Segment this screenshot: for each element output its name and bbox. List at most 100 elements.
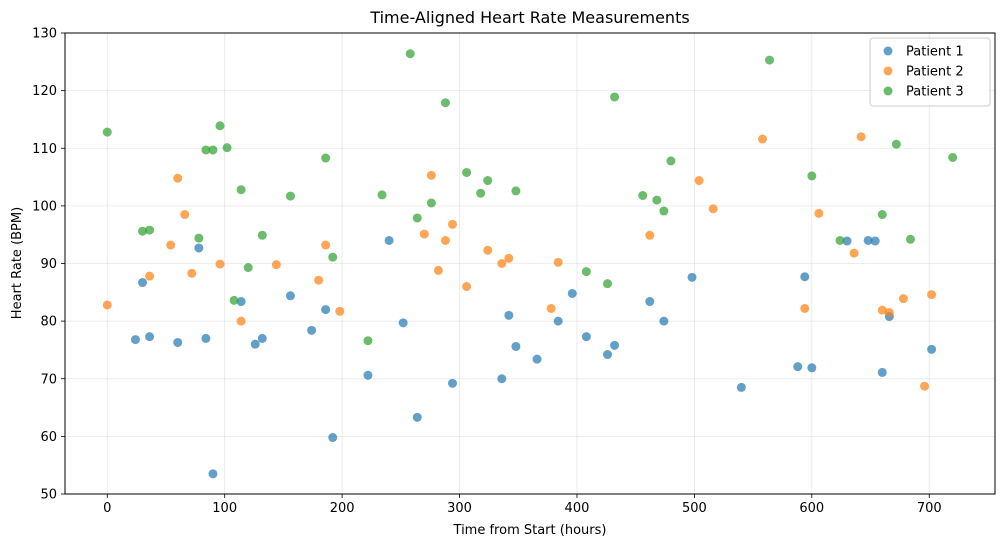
data-point bbox=[891, 139, 901, 149]
legend-label: Patient 3 bbox=[906, 85, 964, 100]
data-point bbox=[250, 339, 260, 349]
data-point bbox=[448, 378, 457, 388]
data-point bbox=[236, 316, 246, 326]
x-axis-label: Time from Start (hours) bbox=[453, 523, 607, 538]
data-point bbox=[483, 245, 493, 255]
data-point bbox=[793, 362, 803, 372]
y-tick-label: 60 bbox=[40, 430, 57, 445]
x-tick-label: 400 bbox=[565, 501, 590, 516]
data-point bbox=[229, 295, 239, 305]
data-point bbox=[870, 236, 880, 246]
data-point bbox=[758, 134, 767, 144]
data-point bbox=[363, 370, 373, 380]
x-tick-label: 700 bbox=[917, 501, 942, 516]
data-point bbox=[567, 288, 577, 298]
data-point bbox=[173, 173, 183, 183]
data-point bbox=[814, 208, 824, 218]
data-point bbox=[102, 300, 112, 310]
data-point bbox=[905, 234, 915, 244]
data-point bbox=[321, 153, 331, 163]
data-point bbox=[173, 337, 183, 347]
series-2 bbox=[102, 132, 937, 391]
x-tick-label: 100 bbox=[212, 501, 237, 516]
data-point bbox=[652, 195, 662, 205]
data-point bbox=[222, 143, 232, 153]
data-point bbox=[553, 316, 563, 326]
data-point bbox=[659, 316, 669, 326]
data-point bbox=[927, 290, 937, 300]
data-point bbox=[877, 367, 887, 377]
data-point bbox=[659, 206, 669, 216]
data-point bbox=[462, 282, 472, 292]
y-tick-label: 130 bbox=[32, 27, 57, 42]
y-tick-label: 70 bbox=[40, 372, 57, 387]
data-point bbox=[328, 433, 338, 443]
legend-marker bbox=[883, 86, 893, 96]
data-point bbox=[610, 340, 620, 350]
legend-marker bbox=[883, 66, 893, 76]
series-3 bbox=[102, 49, 958, 346]
data-point bbox=[271, 260, 281, 270]
x-tick-label: 500 bbox=[682, 501, 707, 516]
data-point bbox=[194, 233, 204, 243]
y-tick-label: 120 bbox=[32, 84, 57, 99]
data-point bbox=[645, 297, 655, 307]
data-point bbox=[102, 127, 112, 137]
data-point bbox=[927, 344, 937, 354]
data-point bbox=[546, 303, 556, 313]
data-point bbox=[257, 230, 267, 240]
data-point bbox=[877, 210, 887, 220]
data-point bbox=[694, 176, 704, 186]
data-point bbox=[405, 49, 415, 59]
data-point bbox=[215, 121, 225, 131]
legend-marker bbox=[883, 46, 893, 56]
data-point bbox=[532, 354, 542, 364]
data-point bbox=[807, 363, 817, 373]
data-point bbox=[138, 226, 147, 236]
data-point bbox=[856, 132, 866, 142]
data-point bbox=[898, 294, 908, 304]
data-point bbox=[497, 374, 507, 384]
data-point bbox=[708, 204, 718, 214]
data-point bbox=[842, 236, 852, 246]
data-point bbox=[236, 297, 246, 307]
legend-box bbox=[869, 37, 991, 107]
data-point bbox=[377, 190, 387, 200]
data-points bbox=[102, 49, 958, 479]
data-point bbox=[849, 248, 859, 258]
legend: Patient 1 Patient 2 Patient 3 bbox=[869, 37, 991, 107]
x-tick-label: 600 bbox=[799, 501, 824, 516]
data-point bbox=[321, 240, 331, 250]
data-point bbox=[800, 272, 810, 282]
data-point bbox=[208, 469, 218, 479]
data-point bbox=[948, 152, 958, 162]
data-point bbox=[476, 188, 486, 198]
data-point bbox=[398, 318, 408, 328]
data-point bbox=[243, 263, 253, 273]
data-point bbox=[807, 171, 817, 181]
x-axis-ticks: 0 100 200 300 400 500 600 700 bbox=[103, 494, 942, 516]
data-point bbox=[426, 170, 436, 180]
data-point bbox=[130, 335, 140, 345]
data-point bbox=[419, 229, 429, 239]
data-point bbox=[800, 303, 810, 313]
y-tick-label: 110 bbox=[32, 142, 57, 157]
data-point bbox=[666, 156, 676, 166]
data-point bbox=[285, 191, 295, 201]
data-point bbox=[426, 198, 436, 208]
legend-label: Patient 1 bbox=[906, 45, 964, 60]
y-tick-label: 50 bbox=[40, 488, 57, 503]
y-tick-label: 80 bbox=[40, 315, 57, 330]
data-point bbox=[180, 210, 190, 220]
data-point bbox=[321, 305, 331, 315]
data-point bbox=[835, 235, 845, 245]
y-tick-label: 100 bbox=[32, 199, 57, 214]
data-point bbox=[553, 257, 563, 267]
data-point bbox=[138, 278, 147, 288]
data-point bbox=[863, 235, 873, 245]
data-point bbox=[462, 167, 472, 177]
data-point bbox=[603, 350, 612, 360]
data-point bbox=[603, 279, 612, 289]
data-point bbox=[448, 219, 457, 229]
